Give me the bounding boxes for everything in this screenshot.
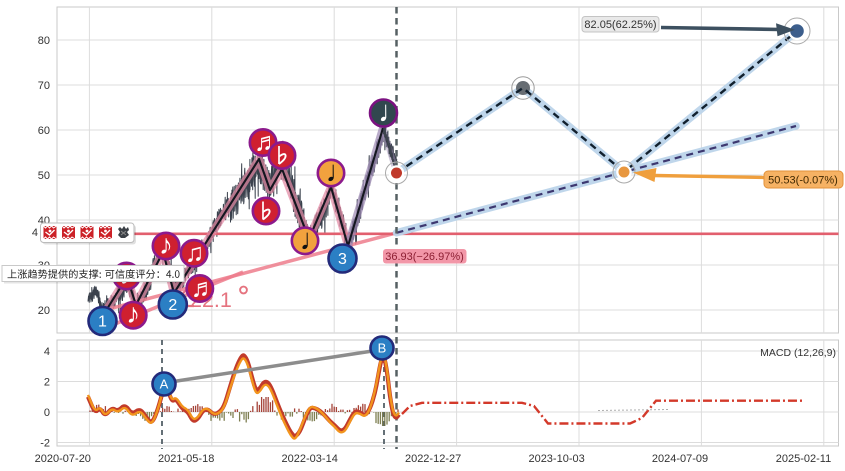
svg-text:-2: -2 <box>40 438 50 450</box>
svg-text:1: 1 <box>98 314 107 331</box>
svg-text:B: B <box>378 341 387 356</box>
svg-text:60: 60 <box>38 125 50 137</box>
svg-text:♬: ♬ <box>191 273 217 303</box>
svg-text:2023-10-03: 2023-10-03 <box>528 453 584 465</box>
svg-text:♪: ♪ <box>126 298 140 329</box>
svg-text:70: 70 <box>38 80 50 92</box>
svg-text:2021-05-18: 2021-05-18 <box>158 453 214 465</box>
svg-text:2022-03-14: 2022-03-14 <box>282 453 338 465</box>
svg-text:A: A <box>160 377 169 392</box>
svg-text:♫: ♫ <box>185 237 205 267</box>
svg-text:2024-07-09: 2024-07-09 <box>652 453 708 465</box>
svg-text:3: 3 <box>338 251 347 268</box>
svg-text:4: 4 <box>32 227 38 239</box>
svg-text:82.05(62.25%): 82.05(62.25%) <box>584 19 656 31</box>
svg-text:50: 50 <box>38 170 50 182</box>
svg-text:80: 80 <box>38 35 50 47</box>
svg-text:♩: ♩ <box>378 96 408 129</box>
svg-text:0: 0 <box>44 407 50 419</box>
svg-text:20: 20 <box>38 305 50 317</box>
svg-text:2: 2 <box>168 297 177 314</box>
svg-text:♩: ♩ <box>326 156 356 189</box>
svg-text:2022-12-27: 2022-12-27 <box>405 453 461 465</box>
svg-text:2025-02-11: 2025-02-11 <box>776 453 831 465</box>
svg-text:4: 4 <box>44 346 50 358</box>
svg-text:MACD (12,26,9): MACD (12,26,9) <box>760 347 836 359</box>
svg-text:2020-07-20: 2020-07-20 <box>35 453 91 465</box>
svg-text:36.93(−26.97%): 36.93(−26.97%) <box>385 251 464 263</box>
svg-text:2: 2 <box>44 377 50 389</box>
svg-text:♪: ♪ <box>159 229 173 260</box>
svg-text:♩: ♩ <box>300 223 330 256</box>
svg-text:50.53(-0.07%): 50.53(-0.07%) <box>768 175 838 187</box>
